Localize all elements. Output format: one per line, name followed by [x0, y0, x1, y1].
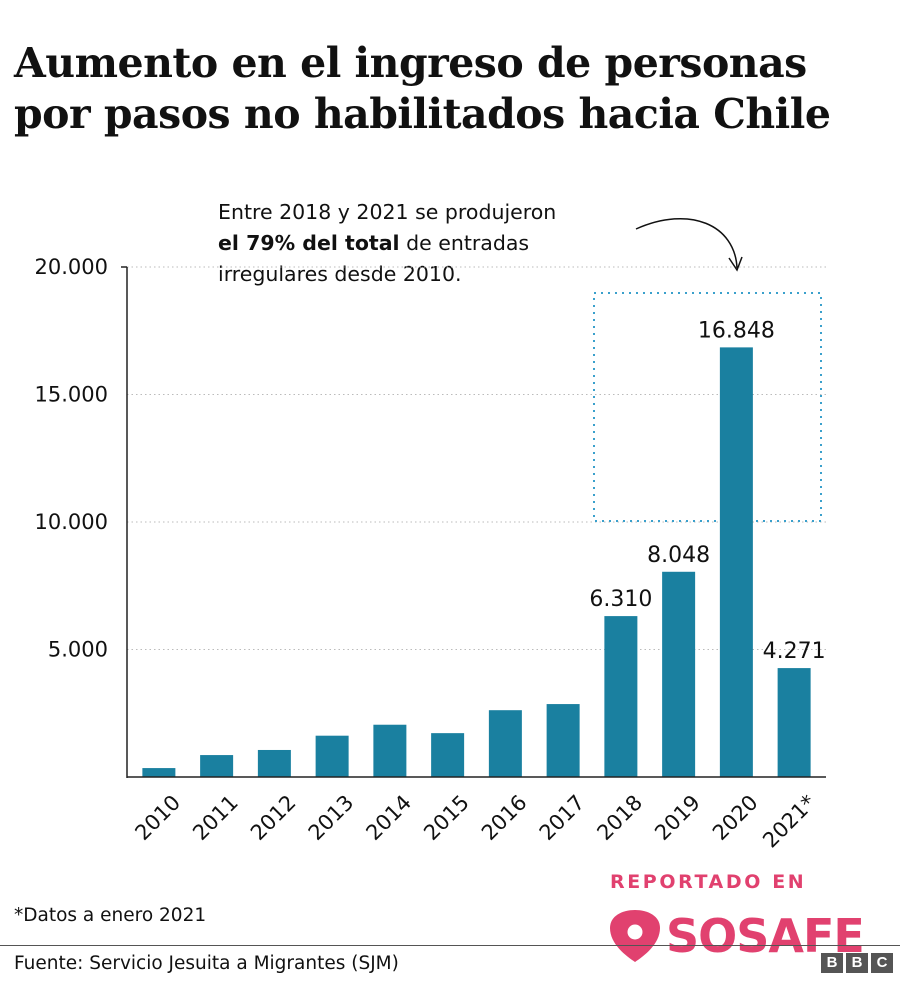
annotation-line-3: irregulares desde 2010. [218, 262, 462, 286]
value-label: 16.848 [698, 318, 775, 343]
annotation-line-1: Entre 2018 y 2021 se produjeron [218, 200, 557, 224]
bar-2016 [488, 710, 522, 777]
footnote: *Datos a enero 2021 [14, 905, 207, 926]
bar-2020 [719, 347, 753, 777]
chart-title: Aumento en el ingreso de personas por pa… [14, 38, 894, 140]
annotation-line-2-rest: de entradas [399, 231, 530, 255]
x-tick-label: 2011 [188, 790, 243, 845]
bbc-letter-b1: B [821, 953, 843, 973]
bbc-letter-c: C [871, 953, 893, 973]
bbc-letter-b2: B [846, 953, 868, 973]
y-tick-label: 10.000 [35, 510, 108, 534]
x-tick-label: 2010 [130, 790, 185, 845]
y-tick-label: 15.000 [35, 383, 108, 407]
bar-2017 [546, 704, 580, 777]
source-note: Fuente: Servicio Jesuita a Migrantes (SJ… [14, 953, 399, 974]
highlight-box [593, 292, 822, 522]
bar-2014 [373, 724, 407, 777]
x-tick-label: 2012 [246, 790, 301, 845]
x-tick-label: 2019 [650, 790, 705, 845]
bar-2011 [200, 755, 234, 777]
x-tick-label: 2021* [758, 790, 820, 852]
bar-2013 [315, 735, 349, 777]
value-label: 4.271 [763, 639, 826, 664]
x-tick-label: 2014 [361, 790, 416, 845]
shield-icon [610, 910, 660, 962]
x-tick-label: 2020 [708, 790, 763, 845]
x-tick-label: 2017 [535, 790, 590, 845]
reported-in-label: REPORTADO EN [610, 871, 807, 893]
bar-2019 [662, 571, 696, 777]
bar-2018 [604, 616, 638, 777]
bar-2012 [257, 749, 291, 777]
value-labels: 6.310 8.048 16.848 4.271 [589, 318, 825, 664]
bar-chart: 6.310 8.048 16.848 4.271 5.000 10.000 15.000 2… [35, 217, 826, 853]
highlight-rect [593, 292, 822, 522]
title-line-2: por pasos no habilitados hacia Chile [14, 90, 831, 138]
value-label: 6.310 [589, 587, 652, 612]
bar-2015 [431, 733, 465, 777]
bbc-logo: B B C [821, 953, 893, 973]
divider [0, 945, 900, 946]
bars [142, 347, 811, 777]
annotation-highlight: el 79% del total [218, 231, 400, 255]
title-line-1: Aumento en el ingreso de personas [14, 39, 807, 87]
x-tick-label: 2015 [419, 790, 474, 845]
annotation-line-2: el 79% del total de entradas [218, 228, 638, 259]
annotation-arrow [635, 217, 738, 269]
bar-2021 [777, 668, 811, 777]
x-tick-label: 2013 [304, 790, 359, 845]
annotation-arrowhead [728, 256, 743, 272]
x-tick-label: 2018 [592, 790, 647, 845]
value-label: 8.048 [647, 543, 710, 568]
x-tick-label: 2016 [477, 790, 532, 845]
bar-2010 [142, 768, 176, 777]
annotation: Entre 2018 y 2021 se produjeron el 79% d… [218, 197, 638, 290]
y-tick-label: 20.000 [35, 255, 108, 279]
y-tick-label: 5.000 [48, 638, 108, 662]
